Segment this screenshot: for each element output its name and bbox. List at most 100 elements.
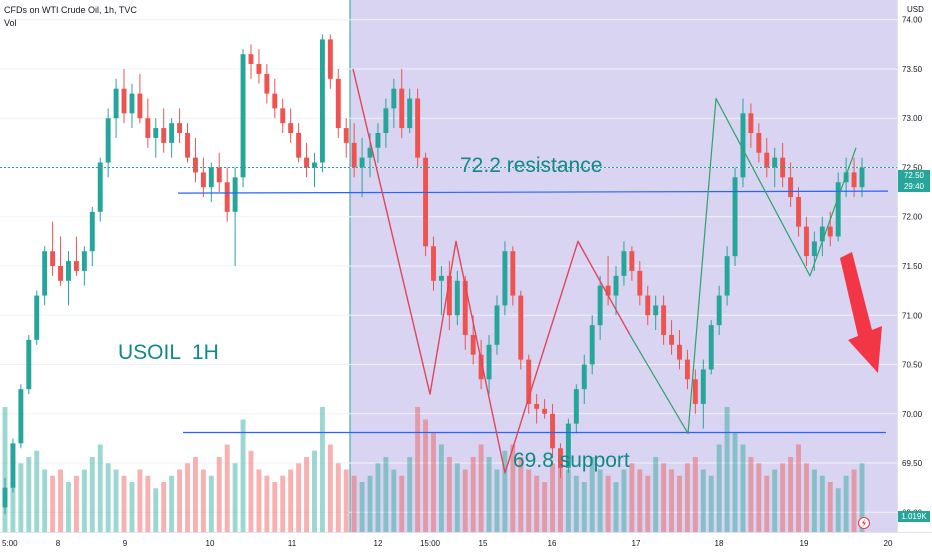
volume-bar <box>494 469 500 532</box>
candle-body <box>34 295 40 340</box>
candle-body <box>510 251 516 296</box>
candle-body <box>470 334 476 355</box>
volume-bar <box>438 444 444 532</box>
volume-bar <box>677 475 682 532</box>
time-tick-label: 18 <box>715 539 724 548</box>
volume-bar <box>478 444 484 532</box>
volume-bars <box>2 407 865 532</box>
candle-body <box>280 108 286 124</box>
volume-bar <box>129 482 135 532</box>
volume-bar <box>502 450 508 532</box>
projection-arrow[interactable] <box>840 252 882 373</box>
volume-bar <box>216 457 222 532</box>
candle-body <box>788 177 794 198</box>
volume-bar <box>169 475 175 532</box>
resistance-line[interactable] <box>177 190 889 194</box>
candle-body <box>304 157 309 168</box>
candle-body <box>200 172 206 188</box>
zigzag-up-line[interactable] <box>629 97 857 435</box>
time-tick-label: 9 <box>123 539 128 548</box>
candle-body <box>153 128 159 138</box>
candle-body <box>454 280 460 316</box>
chart-title: CFDs on WTI Crude Oil, 1h, TVC <box>4 5 137 15</box>
candle-body <box>819 226 825 242</box>
price-tick-label: 74.00 <box>902 16 923 25</box>
price-scale[interactable]: 74.00 73.50 73.00 72.50 72.00 71.50 71.00 70.50… <box>897 0 932 532</box>
candle-body <box>550 413 555 449</box>
candle-body <box>621 251 627 276</box>
candle-body <box>415 98 421 158</box>
candle-body <box>581 364 587 390</box>
candle-body <box>542 408 548 414</box>
time-tick-label: 5:00 <box>2 539 18 548</box>
candle-body <box>692 379 698 404</box>
volume-bar <box>224 444 230 532</box>
volume-bar <box>423 419 429 532</box>
candle-body <box>518 295 524 360</box>
volume-bar <box>73 475 79 532</box>
volume-bar <box>312 450 317 532</box>
candle-body <box>772 157 778 168</box>
time-tick-label: 12 <box>374 539 383 548</box>
candle-body <box>18 389 24 444</box>
volume-bar <box>526 469 532 532</box>
volume-bar <box>645 475 651 532</box>
volume-bar <box>605 475 611 532</box>
volume-bar <box>121 475 127 532</box>
candle-body <box>716 295 722 326</box>
candle-body <box>10 443 16 488</box>
volume-bar <box>684 463 690 532</box>
time-tick-label: 16 <box>548 539 557 548</box>
candle-body <box>835 182 841 237</box>
volume-bar <box>811 469 817 532</box>
candle-body <box>264 73 270 94</box>
flash-icon[interactable] <box>858 517 870 529</box>
volume-bar <box>542 482 548 532</box>
volume-bar <box>613 482 619 532</box>
volume-bar <box>732 432 738 532</box>
candle-body <box>597 285 603 326</box>
candle-body <box>105 118 111 163</box>
volume-bar <box>34 450 40 532</box>
volume-bar <box>788 457 794 532</box>
volume-bar <box>264 475 270 532</box>
time-tick-label: 20 <box>884 539 893 548</box>
volume-bar <box>748 457 754 532</box>
volume-bar <box>534 475 540 532</box>
candle-body <box>208 167 214 188</box>
time-axis[interactable]: 5:00 8 9 10 11 12 15:00 15 16 17 18 19 20 <box>0 532 932 551</box>
volume-bar <box>256 469 262 532</box>
volume-bar <box>185 463 190 532</box>
volume-bar <box>335 463 341 532</box>
candle-body <box>66 261 71 281</box>
volume-bar <box>367 475 373 532</box>
candle-body <box>145 118 151 138</box>
volume-bar <box>724 407 730 532</box>
volume-bar <box>740 444 746 532</box>
candle-body <box>351 142 357 168</box>
volume-bar <box>803 463 809 532</box>
candle-body <box>319 39 325 163</box>
candle-body <box>803 226 809 257</box>
candle-body <box>73 261 79 271</box>
volume-bar <box>288 469 294 532</box>
volume-bar <box>565 469 571 532</box>
volume-bar <box>573 475 579 532</box>
volume-bar <box>708 475 714 532</box>
candle-body <box>129 93 135 114</box>
candle-body <box>312 162 317 168</box>
volume-bar <box>18 463 24 532</box>
candle-body <box>216 167 222 183</box>
volume-bar <box>510 444 516 532</box>
volume-bar <box>383 457 389 532</box>
candle-body <box>589 325 595 365</box>
candle-body <box>748 113 754 133</box>
candle-body <box>494 305 500 345</box>
volume-bar <box>454 463 460 532</box>
volume-bar <box>296 463 302 532</box>
zigzag-down-line[interactable] <box>352 68 631 474</box>
candle-body <box>375 133 381 148</box>
candle-body <box>462 280 468 335</box>
price-tick-label: 70.50 <box>902 361 923 370</box>
